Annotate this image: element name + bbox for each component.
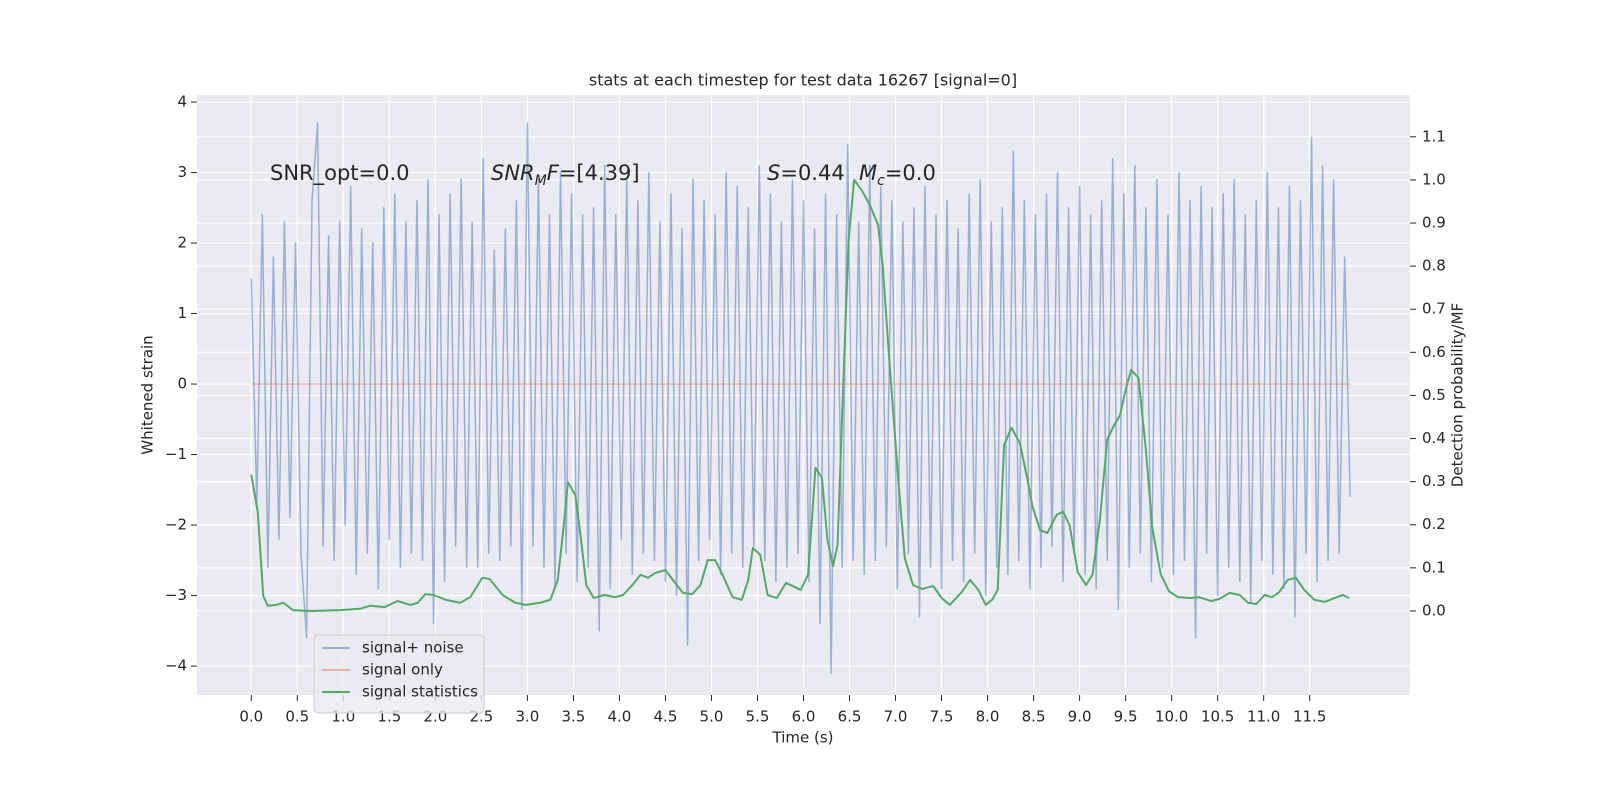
x-tick-label: 10.5 <box>1201 708 1234 726</box>
x-tick-label: 8.0 <box>976 708 1000 726</box>
y2-tick-label: 0.7 <box>1422 300 1446 318</box>
x-tick-label: 6.5 <box>838 708 862 726</box>
x-tick-label: 10.0 <box>1155 708 1188 726</box>
y-tick-label: 0 <box>177 375 187 393</box>
legend-label: signal only <box>362 661 443 679</box>
legend-label: signal+ noise <box>362 639 464 657</box>
x-axis-label: Time (s) <box>772 729 834 747</box>
annotation: Mc=0.0 <box>859 161 936 189</box>
x-tick-label: 8.5 <box>1022 708 1046 726</box>
annotation: SNR_opt=0.0 <box>270 161 410 186</box>
x-tick-label: 5.5 <box>746 708 770 726</box>
y2-tick-label: 0.2 <box>1422 515 1446 533</box>
annotation-part: =[4.39] <box>559 161 640 185</box>
grid <box>197 95 1410 695</box>
x-tick-label: 6.0 <box>792 708 816 726</box>
y-tick-label: 3 <box>177 163 187 181</box>
y2-tick-label: 0.9 <box>1422 214 1446 232</box>
y-tick-label: 2 <box>177 234 187 252</box>
y2-tick-label: 0.8 <box>1422 257 1446 275</box>
y2-tick-label: 1.1 <box>1422 127 1446 145</box>
x-tick-label: 9.0 <box>1068 708 1092 726</box>
y2-axis-label: Detection probability/MF <box>1449 303 1467 487</box>
y-tick-label: −4 <box>165 657 187 675</box>
legend-label: signal statistics <box>362 683 478 701</box>
y2-tick-label: 0.4 <box>1422 429 1446 447</box>
x-tick-label: 4.0 <box>608 708 632 726</box>
legend: signal+ noise signal only signal statistic… <box>313 634 485 714</box>
x-tick-label: 0.5 <box>285 708 309 726</box>
x-tick-label: 0.0 <box>239 708 263 726</box>
annotation-part: =0.44 <box>780 161 844 185</box>
series-line <box>250 122 1351 674</box>
series-line <box>250 178 1350 612</box>
annotation-part: F <box>547 161 560 185</box>
y-axis-label: Whitened strain <box>139 335 157 454</box>
chart-title: stats at each timestep for test data 162… <box>589 71 1017 90</box>
plot-lines <box>250 122 1351 674</box>
annotation: S=0.44 <box>767 161 845 185</box>
x-tick-label: 11.0 <box>1247 708 1280 726</box>
x-tick-label: 7.5 <box>930 708 954 726</box>
legend-box <box>313 634 485 714</box>
y-tick-label: −1 <box>165 445 187 463</box>
annotation-part: c <box>877 173 885 189</box>
y2-tick-label: 0.6 <box>1422 343 1446 361</box>
annotation: SNRMF=[4.39] <box>491 161 640 189</box>
y-tick-label: 4 <box>177 93 187 111</box>
x-tick-label: 4.5 <box>654 708 678 726</box>
y-tick-label: −3 <box>165 586 187 604</box>
y2-tick-label: 0.5 <box>1422 386 1446 404</box>
y-tick-label: −2 <box>165 516 187 534</box>
annotation-part: M <box>535 173 547 189</box>
annotation-part: S <box>767 161 780 185</box>
y2-tick-label: 1.0 <box>1422 170 1446 188</box>
annotation-part: M <box>859 161 877 185</box>
annotations: SNR_opt=0.0 SNRMF=[4.39] S=0.44 Mc=0.0 <box>270 161 936 189</box>
annotation-part: SNR_opt=0.0 <box>270 161 410 186</box>
x-tick-label: 11.5 <box>1293 708 1326 726</box>
annotation-part: =0.0 <box>885 161 936 185</box>
x-tick-label: 5.0 <box>700 708 724 726</box>
y2-tick-label: 0.3 <box>1422 472 1446 490</box>
x-tick-label: 3.0 <box>515 708 539 726</box>
axes: 0.0 0.5 1.0 1.5 2.0 2.5 3.0 3.5 4.0 4.5 5.0 5.5 6.0 6… <box>165 93 1446 726</box>
x-tick-label: 3.5 <box>561 708 585 726</box>
y2-tick-label: 0.1 <box>1422 558 1446 576</box>
x-tick-label: 7.0 <box>884 708 908 726</box>
y2-tick-label: 0.0 <box>1422 601 1446 619</box>
y-tick-label: 1 <box>177 304 187 322</box>
annotation-part: SNR <box>491 161 535 185</box>
x-tick-label: 9.5 <box>1114 708 1138 726</box>
